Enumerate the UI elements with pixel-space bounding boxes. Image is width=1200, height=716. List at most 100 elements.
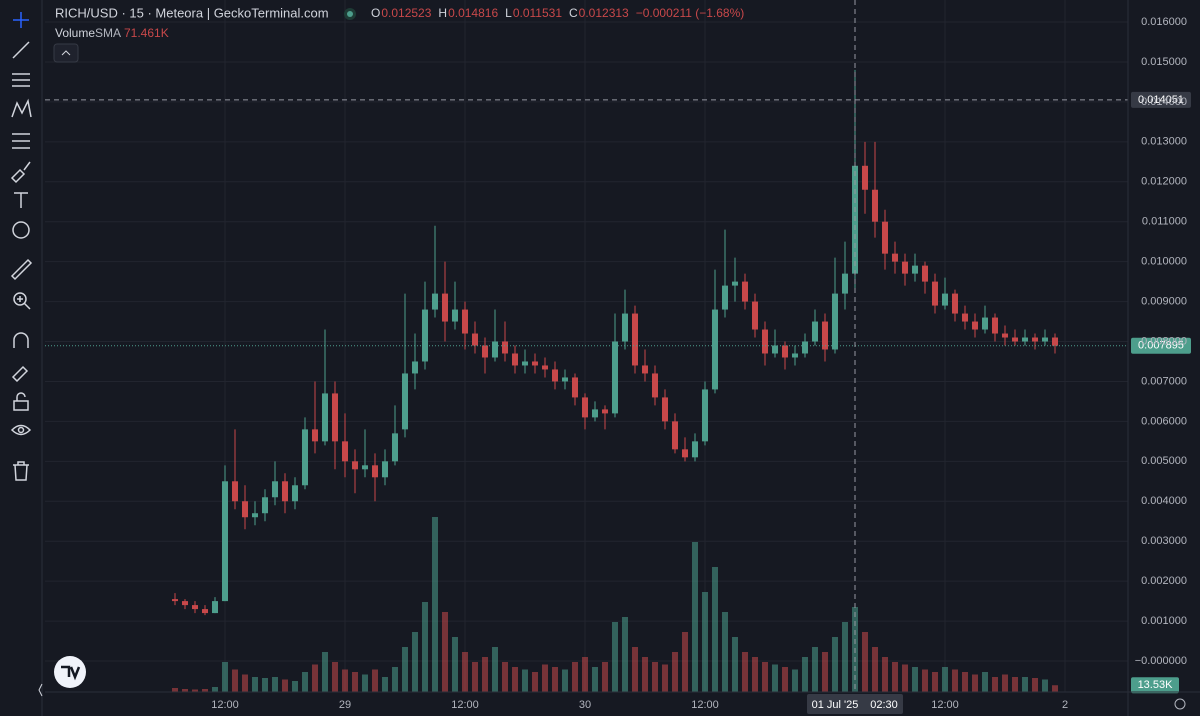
candle-body (882, 221, 888, 254)
candle-body (422, 309, 428, 362)
candle-body (362, 465, 368, 470)
candle-body (542, 365, 548, 370)
prediction-tool[interactable] (12, 133, 30, 149)
volume-bar (462, 652, 468, 692)
volume-bar (742, 652, 748, 692)
last-price-tag (1131, 337, 1191, 354)
candle-body (532, 361, 538, 366)
volume-bar (452, 637, 458, 692)
candle-body (482, 345, 488, 358)
candle-body (502, 341, 508, 354)
y-tick-label: 0.010000 (1141, 256, 1187, 268)
fib-tool[interactable] (12, 73, 30, 87)
emoji-tool[interactable] (12, 221, 30, 239)
line-tool[interactable] (12, 41, 30, 59)
candle-body (1042, 337, 1048, 342)
volume-bar (172, 688, 178, 692)
volume-bar (672, 652, 678, 692)
volume-bar (902, 664, 908, 692)
candle-body (572, 377, 578, 398)
volume-bar (662, 664, 668, 692)
y-tick-label: 0.012000 (1141, 176, 1187, 188)
candle-body (182, 601, 188, 606)
collapse-arrow (61, 50, 71, 56)
delete-tool[interactable] (13, 461, 29, 481)
volume-bar (382, 677, 388, 692)
text-tool[interactable] (14, 192, 28, 208)
legend-key: C (569, 6, 578, 20)
volume-bar (202, 689, 208, 692)
candle-body (492, 341, 498, 358)
toolbar (0, 0, 43, 716)
volume-bar (822, 652, 828, 692)
y-tick-label: 0.005000 (1141, 455, 1187, 467)
volume-bar (482, 657, 488, 692)
settings[interactable] (1174, 698, 1186, 710)
volume-bar (622, 617, 628, 692)
volume-bar (522, 669, 528, 692)
crosshair-tool[interactable] (13, 12, 29, 28)
volume-bar (242, 674, 248, 692)
candle-body (402, 373, 408, 430)
volume-bar (942, 667, 948, 692)
y-tick-label: 0.007000 (1141, 375, 1187, 387)
brush-tool[interactable] (10, 161, 31, 184)
candle-body (452, 309, 458, 322)
candle-body (922, 265, 928, 282)
volume-bar (932, 672, 938, 692)
collapse-toolbar[interactable] (38, 683, 43, 697)
y-tick-label: 0.016000 (1141, 16, 1187, 28)
candle-body (732, 281, 738, 286)
magnet-tool[interactable] (13, 332, 29, 348)
volume-bar (1032, 678, 1038, 692)
volume-bar (552, 667, 558, 692)
crosshair-date-label: 01 Jul '25 (812, 699, 859, 711)
candle-body (652, 373, 658, 398)
candle-body (382, 461, 388, 478)
y-tick-label: 0.003000 (1141, 535, 1187, 547)
volume-bar (262, 678, 268, 692)
tv-logo-mark (61, 665, 81, 681)
candle-body (292, 485, 298, 502)
collapse-legend[interactable] (53, 43, 79, 63)
volume-bar (872, 647, 878, 692)
candles (172, 69, 1058, 616)
volume-bar (912, 667, 918, 692)
volume-bar (992, 677, 998, 692)
volume-bar (602, 662, 608, 692)
candle-body (982, 317, 988, 330)
volume-tag-label: 13.53K (1138, 679, 1174, 691)
volume-bar (492, 647, 498, 692)
volume-bar (682, 632, 688, 692)
candle-body (392, 433, 398, 462)
volume-bar (782, 667, 788, 692)
y-tick-label: 0.002000 (1141, 575, 1187, 587)
volume-bar (512, 667, 518, 692)
zoom-tool[interactable] (13, 292, 31, 310)
volume-bar (272, 677, 278, 692)
volume-bar (402, 647, 408, 692)
volume-bar (1012, 677, 1018, 692)
pattern-tool[interactable] (11, 98, 32, 118)
lock-tool[interactable] (13, 392, 29, 411)
candle-body (682, 449, 688, 458)
candle-body (942, 293, 948, 306)
crosshair-price-label: 0.014051 (1138, 94, 1184, 106)
hide-tool[interactable] (10, 424, 32, 436)
ruler-tool[interactable] (10, 258, 33, 281)
crosshair-price-tag (1131, 91, 1191, 108)
candle-body (812, 321, 818, 342)
candle-body (632, 313, 638, 366)
volume-bar (812, 647, 818, 692)
volume-bar (222, 662, 228, 692)
lock-draw-tool[interactable] (11, 365, 29, 383)
candle-body (442, 293, 448, 322)
candle-body (1022, 337, 1028, 342)
y-tick-label: 0.015000 (1141, 56, 1187, 68)
candle-body (642, 365, 648, 374)
volume-bar (582, 657, 588, 692)
candle-body (1002, 333, 1008, 338)
toolbar-bg (0, 0, 42, 716)
volume-bar (312, 664, 318, 692)
